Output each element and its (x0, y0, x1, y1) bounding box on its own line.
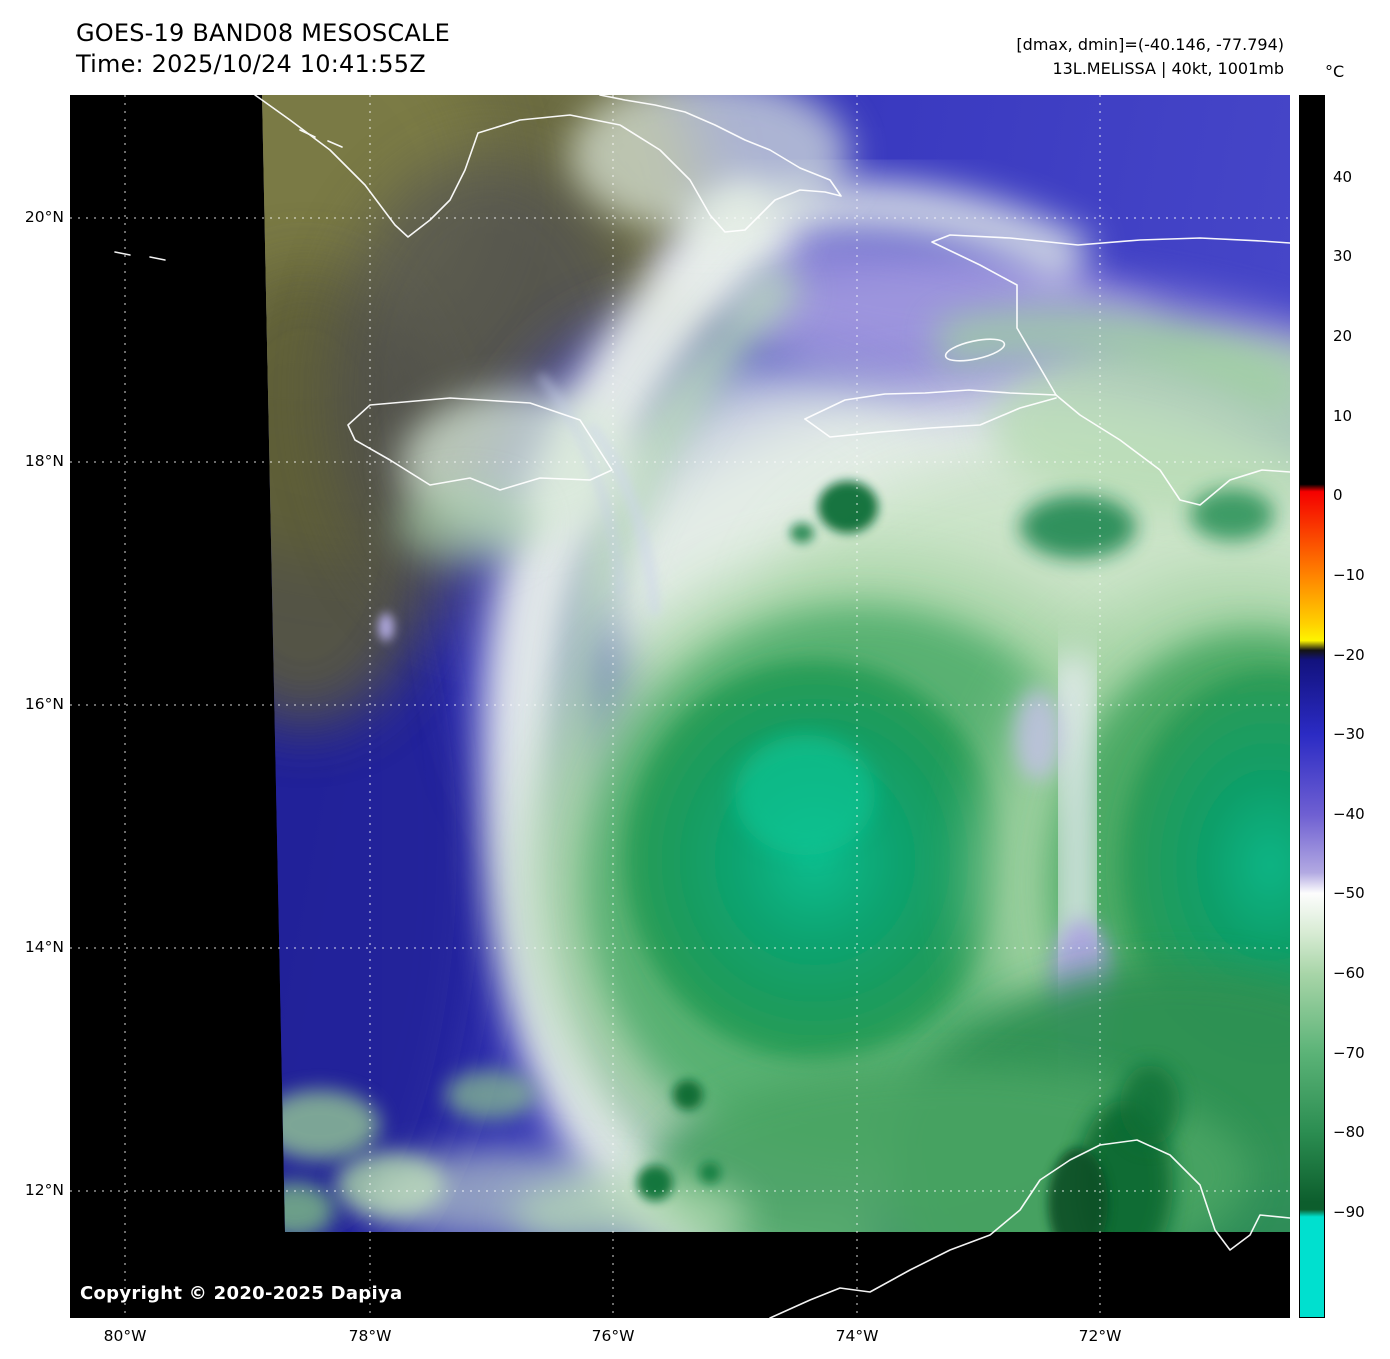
satellite-imagery (70, 95, 1290, 1318)
lat-label: 16°N (24, 695, 64, 713)
page-title: GOES-19 BAND08 MESOSCALE (76, 19, 450, 47)
colorbar-tick: −10 (1333, 566, 1365, 584)
cuba-coastline (254, 95, 842, 238)
colorbar-tick: 40 (1333, 168, 1353, 186)
colorbar-tick: −90 (1333, 1203, 1365, 1221)
colorbar-tick: 20 (1333, 327, 1353, 345)
colorbar-tick: 10 (1333, 407, 1353, 425)
colorbar-tick: −40 (1333, 805, 1365, 823)
dmax-dmin-readout: [dmax, dmin]=(-40.146, -77.794) (1016, 35, 1284, 54)
graticule (70, 95, 1290, 1318)
colorbar-tick: 30 (1333, 247, 1353, 265)
header-right: [dmax, dmin]=(-40.146, -77.794) 13L.MELI… (1016, 33, 1284, 81)
colorbar-tick: −70 (1333, 1044, 1365, 1062)
colorbar-tick: −60 (1333, 964, 1365, 982)
lat-label: 14°N (24, 938, 64, 956)
colorbar-tick: −30 (1333, 725, 1365, 743)
coastlines (114, 95, 1290, 1318)
lon-label: 72°W (1078, 1327, 1122, 1345)
cays (299, 129, 343, 148)
storm-info: 13L.MELISSA | 40kt, 1001mb (1052, 59, 1284, 78)
lon-label: 74°W (835, 1327, 879, 1345)
colorbar-unit-label: °C (1325, 62, 1345, 81)
lon-label: 78°W (348, 1327, 392, 1345)
lat-label: 18°N (24, 452, 64, 470)
south-america-coastline (769, 1139, 1290, 1318)
lon-label: 76°W (591, 1327, 635, 1345)
tiburon-peninsula-coastline (804, 397, 1057, 438)
header-left: GOES-19 BAND08 MESOSCALE Time: 2025/10/2… (76, 18, 450, 79)
satellite-map: Copyright © 2020-2025 Dapiya (70, 95, 1290, 1318)
colorbar-tick: −50 (1333, 884, 1365, 902)
jamaica-coastline (347, 397, 613, 491)
gonave-island (944, 338, 1006, 362)
colorbar-tick: −80 (1333, 1123, 1365, 1141)
timestamp: Time: 2025/10/24 10:41:55Z (76, 49, 426, 78)
lat-label: 20°N (24, 208, 64, 226)
lat-label: 12°N (24, 1181, 64, 1199)
hispaniola-south-coastline (1055, 394, 1290, 506)
hispaniola-north-coastline (804, 234, 1290, 420)
colorbar-tick: 0 (1333, 486, 1343, 504)
water-vapor-field (262, 95, 1290, 1232)
copyright: Copyright © 2020-2025 Dapiya (80, 1283, 403, 1304)
cayman-islands (114, 251, 166, 261)
colorbar-tick: −20 (1333, 646, 1365, 664)
lon-label: 80°W (103, 1327, 147, 1345)
temperature-colorbar (1299, 95, 1325, 1318)
